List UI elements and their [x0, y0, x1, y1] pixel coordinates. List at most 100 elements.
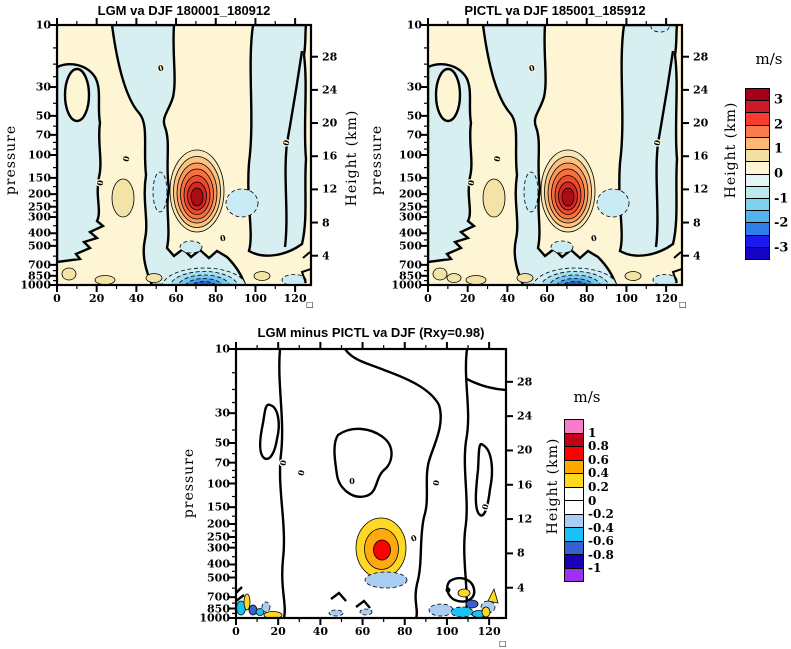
svg-text:0: 0 [491, 154, 502, 162]
height-tick-label: 20 [322, 116, 338, 130]
pressure-tick-label: 50 [214, 436, 230, 450]
pressure-tick-label: 300 [399, 210, 422, 224]
colorbar-segment [565, 446, 583, 460]
x-tick-label: 20 [270, 625, 286, 638]
x-tick-label: 80 [208, 292, 224, 305]
pressure-tick-label: 50 [35, 109, 51, 123]
height-tick-label: 16 [517, 478, 533, 492]
contour-plot-lgm: 0 0 0 0 0 [47, 15, 321, 299]
pressure-tick-label: 70 [406, 128, 422, 142]
pressure-tick-label: 70 [35, 128, 51, 142]
pressure-tick-label: 70 [214, 456, 230, 470]
colorbar-tick-label: -0.4 [588, 520, 614, 535]
colorbar-tick-label: -0.6 [588, 534, 614, 549]
pressure-tick-label: 250 [207, 530, 230, 544]
colorbar-segment [746, 124, 769, 137]
pressure-tick-label: 400 [207, 557, 230, 571]
colorbar-tick-label: -1 [774, 191, 789, 207]
height-tick-label: 8 [693, 216, 701, 230]
height-tick-label: 4 [322, 249, 330, 263]
x-tick-label: 80 [579, 292, 595, 305]
x-tick-label: 80 [397, 625, 413, 638]
x-axis-unit-symbol-diff: □ [499, 639, 507, 648]
svg-text:0: 0 [280, 138, 291, 146]
pressure-tick-label: 500 [28, 239, 51, 253]
colorbar-tick-label: 3 [774, 92, 784, 108]
height-axis-label-pictl: Height (km) [723, 101, 739, 199]
height-tick-label: 24 [693, 83, 709, 97]
pressure-tick-label: 700 [207, 590, 230, 604]
x-tick-label: 120 [283, 292, 307, 305]
height-tick-label: 12 [322, 182, 338, 196]
x-tick-label: 40 [128, 292, 145, 305]
pressure-tick-label: 300 [28, 210, 51, 224]
x-tick-label: 100 [243, 292, 267, 305]
pressure-tick-label: 850 [28, 269, 51, 283]
colorbar-segment [565, 486, 583, 500]
pressure-tick-label: 150 [399, 171, 422, 185]
svg-text:0: 0 [528, 62, 536, 73]
pressure-tick-label: 250 [399, 200, 422, 214]
pressure-tick-label: 700 [399, 258, 422, 272]
svg-text:0: 0 [278, 459, 289, 467]
svg-text:0: 0 [295, 468, 306, 476]
colorbar-segment [565, 540, 583, 554]
colorbar-segment [565, 459, 583, 473]
colorbar-tick-label: -2 [774, 215, 789, 231]
colorbar-segment [746, 222, 769, 235]
pressure-tick-label: 200 [399, 187, 422, 201]
x-tick-label: 100 [614, 292, 638, 305]
height-axis-label-diff: Height (km) [545, 437, 561, 535]
x-tick-label: 40 [499, 292, 516, 305]
x-tick-label: 120 [654, 292, 678, 305]
panel-title-diff: LGM minus PICTL va DJF (Rxy=0.98) [257, 325, 485, 340]
colorbar-segment [746, 112, 769, 125]
colorbar-segment [565, 554, 583, 568]
colorbar-segment [746, 173, 769, 186]
colorbar-tick-label: -0.2 [588, 507, 614, 522]
colorbar-tick-label: 0 [774, 166, 784, 182]
height-tick-label: 12 [517, 512, 533, 526]
height-tick-label: 24 [517, 409, 533, 423]
height-tick-label: 8 [322, 216, 330, 230]
colorbar-tick-label: 1 [774, 141, 784, 157]
pressure-tick-label: 150 [207, 500, 230, 514]
colorbar-tick-label: 2 [774, 117, 784, 133]
colorbar-tick-label: 0.2 [588, 479, 609, 494]
pressure-tick-label: 700 [28, 258, 51, 272]
colorbar-tick-label: 0.8 [588, 439, 609, 454]
colorbar-segment [565, 432, 583, 446]
x-tick-label: 0 [232, 625, 240, 638]
x-tick-label: 0 [53, 292, 61, 305]
colorbar-units-main: m/s [755, 50, 783, 68]
colorbar-segment [746, 161, 769, 174]
colorbar-main [745, 88, 770, 260]
x-tick-label: 20 [89, 292, 105, 305]
svg-text:0: 0 [466, 179, 477, 187]
pressure-tick-label: 50 [406, 109, 422, 123]
height-tick-label: 16 [693, 149, 709, 163]
pressure-tick-label: 500 [207, 571, 230, 584]
pressure-tick-label: 1000 [391, 278, 422, 292]
svg-text:0: 0 [219, 233, 227, 244]
height-tick-label: 28 [517, 375, 533, 389]
panel-title-pictl: PICTL va DJF 185001_185912 [464, 3, 646, 18]
svg-text:0: 0 [409, 532, 418, 543]
pressure-tick-label: 200 [28, 187, 51, 201]
height-axis-label-lgm: Height (km) [344, 109, 360, 207]
svg-text:0: 0 [590, 233, 598, 244]
pressure-tick-label: 100 [399, 148, 422, 162]
x-tick-label: 100 [435, 625, 459, 638]
colorbar-segment [746, 100, 769, 113]
pressure-tick-label: 200 [207, 517, 230, 531]
height-tick-label: 8 [517, 546, 525, 560]
height-tick-label: 24 [322, 83, 338, 97]
pressure-tick-label: 500 [399, 239, 422, 253]
colorbar-segment [746, 197, 769, 211]
pressure-tick-label: 30 [406, 80, 422, 94]
colorbar-units-diff: m/s [573, 388, 601, 406]
colorbar-segment [746, 149, 769, 162]
svg-text:0: 0 [349, 476, 355, 486]
